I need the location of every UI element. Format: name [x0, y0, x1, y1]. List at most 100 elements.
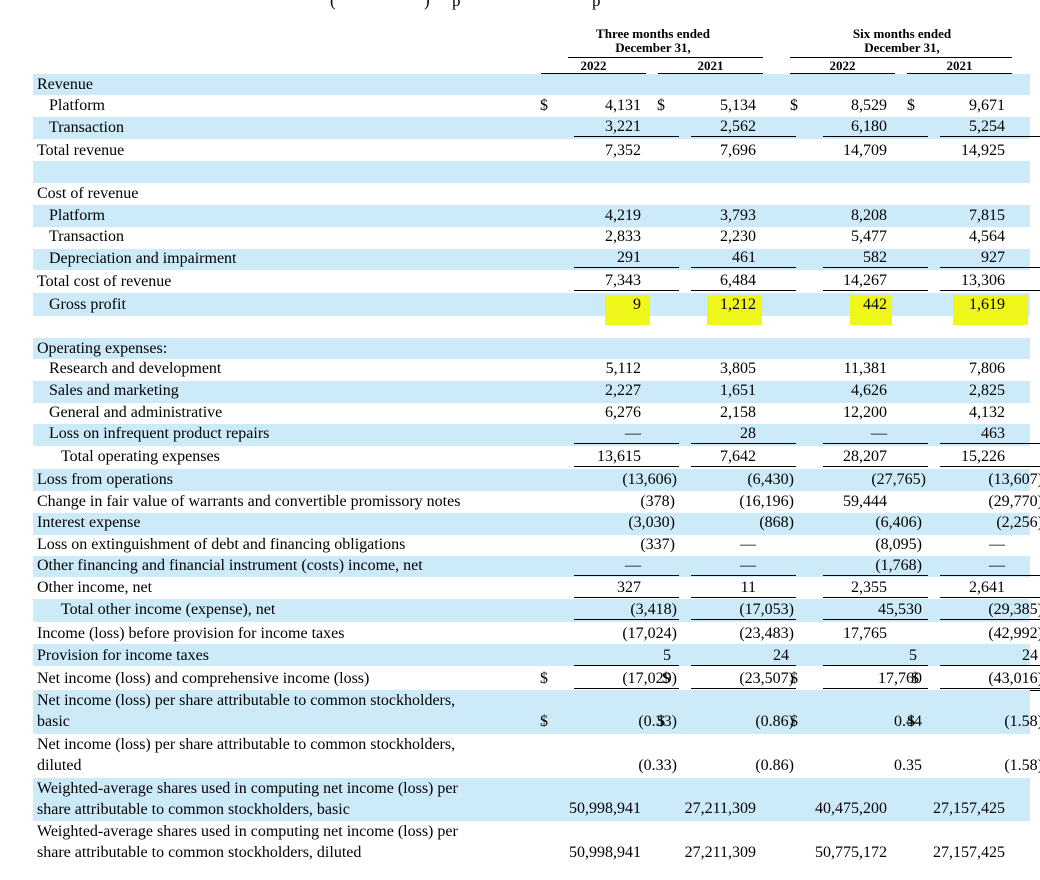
value-cell: (23,483) [739, 625, 794, 642]
value-cell: 50,775,172 [815, 844, 887, 861]
row-label-line: Weighted-average shares used in computin… [37, 780, 458, 797]
value-cell: (13,606) [622, 471, 677, 488]
value-cell: 27,157,425 [933, 844, 1005, 861]
value-cell: (0.33) [638, 713, 677, 730]
year-header: 2022 [541, 59, 646, 75]
value-cell: (1.58) [1004, 757, 1040, 774]
value-cell: 6,484 [691, 272, 796, 291]
value-cell: — [823, 425, 928, 444]
value-cell: 2,158 [720, 404, 756, 421]
row-label-line: share attributable to common stockholder… [37, 844, 362, 861]
table-row: Gross profit 9 1,212 442 1,619 [33, 293, 1030, 325]
table-row: Interest expense (3,030) (868) (6,406) (… [33, 513, 1040, 535]
row-label: Total operating expenses [61, 448, 220, 465]
table-row: Other income, net 327 11 2,355 2,641 [33, 577, 1040, 599]
table-row: Total operating expenses 13,615 7,642 28… [33, 446, 1040, 469]
value-cell: 14,267 [823, 272, 928, 291]
row-label: Weighted-average shares used in computin… [37, 778, 458, 820]
value-cell: 12,200 [843, 404, 887, 421]
value-cell: 5,254 [940, 118, 1040, 137]
value-cell: (2,256) [996, 514, 1040, 531]
row-label-line: Weighted-average shares used in computin… [37, 823, 458, 840]
cut-off-title: ( ) p p [0, 0, 1040, 12]
value-cell: 27,157,425 [933, 800, 1005, 817]
value-cell: 11 [691, 579, 796, 598]
value-cell: (868) [759, 514, 794, 531]
value-cell: 4,219 [605, 207, 641, 224]
three-months-header: Three months ended December 31, [568, 27, 738, 55]
value-cell: (1,768) [823, 557, 928, 576]
table-row: Sales and marketing 2,227 1,651 4,626 2,… [33, 381, 1030, 403]
row-label: Gross profit [49, 296, 126, 313]
cut-off-glyph: p [592, 0, 601, 10]
value-cell: 461 [691, 249, 796, 268]
table-row: Transaction 2,833 2,230 5,477 4,564 [33, 227, 1030, 249]
row-label: General and administrative [49, 404, 223, 421]
currency-symbol: $ [657, 713, 665, 730]
value-cell: 2,230 [720, 228, 756, 245]
table-row: General and administrative 6,276 2,158 1… [33, 403, 1030, 424]
value-cell: (6,430) [747, 471, 794, 488]
header-line: Three months ended [596, 26, 710, 41]
cut-off-glyph: ( [330, 0, 336, 10]
spacer-row [33, 161, 1030, 183]
row-label: Loss on infrequent product repairs [49, 425, 270, 442]
value-cell: — [691, 557, 796, 576]
value-cell: (29,385) [940, 601, 1040, 620]
value-cell: 28 [691, 425, 796, 444]
value-cell: (23,507) [691, 670, 796, 691]
value-cell: 5,477 [851, 228, 887, 245]
value-cell: (17,029) [574, 670, 679, 691]
table-row: Platform 4,219 3,793 8,208 7,815 [33, 205, 1030, 227]
value-cell: (27,765) [871, 471, 926, 488]
table-row: Loss on extinguishment of debt and finan… [33, 535, 1030, 556]
value-cell: (337) [640, 536, 675, 553]
row-label: Loss on extinguishment of debt and finan… [37, 536, 406, 553]
row-label: Change in fair value of warrants and con… [37, 493, 461, 510]
value-cell: 7,352 [605, 142, 641, 159]
row-label: Income (loss) before provision for incom… [37, 625, 345, 642]
value-cell: 50,998,941 [569, 844, 641, 861]
value-cell: 2,825 [969, 382, 1005, 399]
value-cell: 7,642 [691, 448, 796, 467]
currency-symbol: $ [662, 670, 670, 687]
currency-symbol: $ [790, 670, 798, 687]
value-cell: 3,793 [720, 207, 756, 224]
value-cell: 13,306 [940, 272, 1040, 291]
spacer-row [33, 316, 1030, 338]
gross-profit-value: 442 [863, 296, 887, 313]
table-row: Provision for income taxes 5 24 5 24 [33, 644, 1040, 666]
value-cell: 14,709 [843, 142, 887, 159]
currency-symbol: $ [907, 97, 915, 114]
value-cell: 7,343 [574, 272, 679, 291]
value-cell: 59,444 [843, 493, 887, 510]
header-line: December 31, [864, 40, 940, 55]
row-label: Total cost of revenue [37, 273, 172, 290]
cut-off-glyph: p [452, 0, 461, 10]
row-label: Platform [49, 97, 105, 114]
currency-symbol: $ [907, 713, 915, 730]
value-cell: 9,671 [969, 97, 1005, 114]
row-label: Transaction [49, 119, 124, 136]
value-cell: — [989, 536, 1005, 553]
row-label: Depreciation and impairment [49, 250, 237, 267]
highlight-mark [850, 295, 892, 325]
highlight-mark [707, 295, 762, 325]
value-cell: 7,806 [969, 360, 1005, 377]
table-row: Weighted-average shares used in computin… [33, 778, 1030, 821]
value-cell: 14,925 [961, 142, 1005, 159]
cut-off-glyph: ) [424, 0, 430, 10]
row-label: Revenue [37, 76, 93, 93]
header-line: December 31, [615, 40, 691, 55]
gross-profit-value: 1,619 [969, 296, 1005, 313]
table-row: Net income (loss) per share attributable… [33, 690, 1040, 734]
currency-symbol: $ [540, 97, 548, 114]
value-cell: (3,030) [628, 514, 675, 531]
value-cell: 4,626 [851, 382, 887, 399]
year-header: 2021 [907, 59, 1012, 75]
table-row: Income (loss) before provision for incom… [33, 622, 1040, 644]
row-label-line: Net income (loss) per share attributable… [37, 736, 456, 753]
table-row: Total revenue 7,352 7,696 14,709 14,925 [33, 139, 1030, 161]
row-label-line: diluted [37, 757, 82, 774]
